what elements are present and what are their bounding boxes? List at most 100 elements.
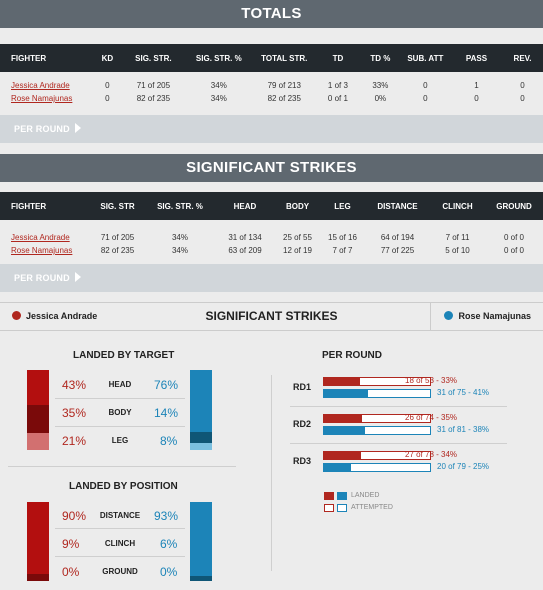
- header-td: TD: [332, 53, 344, 63]
- cell: 34%: [210, 81, 227, 90]
- divider: [55, 556, 185, 557]
- bar-segment-clinch: [190, 576, 212, 581]
- cell: 0: [105, 94, 110, 103]
- bar-segment-clinch: [27, 573, 49, 581]
- legend-box: [430, 302, 543, 331]
- table-row: Jessica Andrade 71 of 205 34% 31 of 134 …: [0, 231, 543, 244]
- cell: 82 of 235: [100, 246, 135, 255]
- header-ground: GROUND: [496, 201, 532, 211]
- divider: [55, 426, 185, 427]
- cell: 71 of 205: [100, 233, 135, 242]
- divider: [290, 406, 507, 407]
- landed-fill: [324, 427, 366, 434]
- blue-dot-icon: [444, 311, 454, 320]
- header-td-pct: TD %: [370, 53, 391, 63]
- divider: [290, 443, 507, 444]
- legend-attempted-blue: [337, 504, 347, 512]
- target-leg-label: LEG: [111, 436, 129, 445]
- round-label: RD1: [293, 382, 312, 392]
- target-leg-red-pct: 21%: [62, 434, 87, 448]
- round-blue-text: 20 of 79 - 25%: [437, 462, 490, 471]
- cell: 5 of 10: [445, 246, 470, 255]
- legend-landed-label: LANDED: [351, 492, 380, 499]
- round-red-bar: [323, 377, 431, 386]
- fighter-link[interactable]: Jessica Andrade: [11, 233, 70, 242]
- cell: 0%: [374, 94, 387, 103]
- divider: [8, 466, 236, 467]
- pos-ground-label: GROUND: [102, 567, 138, 576]
- sig-header-row: FIGHTER SIG. STR SIG. STR. % HEAD BODY L…: [0, 192, 543, 220]
- cell: 82 of 235: [267, 94, 301, 103]
- header-sig-str: SIG. STR.: [135, 53, 172, 63]
- table-row: Rose Namajunas 82 of 235 34% 63 of 209 1…: [0, 244, 543, 257]
- bar-segment-distance: [190, 502, 212, 577]
- cell: 0: [520, 94, 525, 103]
- fighter-link[interactable]: Jessica Andrade: [11, 81, 70, 90]
- cell: 0 of 0: [503, 246, 524, 255]
- legend-red-name: Jessica Andrade: [26, 311, 98, 321]
- header-pass: PASS: [465, 53, 488, 63]
- bar-segment-leg: [190, 443, 212, 450]
- round-blue-bar: [323, 389, 431, 398]
- cell: 82 of 235: [136, 94, 171, 103]
- header-sig-str-pct: SIG. STR. %: [157, 201, 203, 211]
- per-round-label: PER ROUND: [14, 273, 70, 283]
- cell: 25 of 55: [283, 233, 312, 242]
- totals-per-round-toggle[interactable]: PER ROUND: [0, 115, 543, 143]
- header-sig-str: SIG. STR: [100, 201, 135, 211]
- legend-red-fighter: Jessica Andrade: [12, 311, 97, 321]
- significant-strikes-table: FIGHTER SIG. STR SIG. STR. % HEAD BODY L…: [0, 192, 543, 264]
- cell: 0: [423, 94, 428, 103]
- header-kd: KD: [101, 53, 114, 63]
- cell: 34%: [210, 94, 227, 103]
- header-leg: LEG: [334, 201, 351, 211]
- pos-ground-blue-pct: 0%: [160, 565, 178, 579]
- header-sub-att: SUB. ATT: [407, 53, 444, 63]
- bar-segment-leg: [27, 433, 49, 450]
- fighter-link[interactable]: Rose Namajunas: [11, 246, 73, 255]
- target-head-blue-pct: 76%: [154, 378, 179, 392]
- round-red-text: 26 of 74 - 35%: [405, 413, 458, 422]
- per-round-title: PER ROUND: [322, 350, 383, 361]
- header-sig-str-pct: SIG. STR. %: [195, 53, 242, 63]
- target-head-red-pct: 43%: [62, 378, 87, 392]
- pos-clinch-blue-pct: 6%: [160, 537, 178, 551]
- legend-attempted-label: ATTEMPTED: [351, 504, 393, 511]
- legend-blue-fighter: Rose Namajunas: [444, 311, 531, 321]
- fighter-link[interactable]: Rose Namajunas: [11, 94, 73, 103]
- cell: 33%: [372, 81, 389, 90]
- cell: 64 of 194: [380, 233, 415, 242]
- round-blue-text: 31 of 81 - 38%: [437, 425, 490, 434]
- divider: [55, 398, 185, 399]
- round-label: RD2: [293, 419, 312, 429]
- cell: 7 of 11: [445, 233, 470, 242]
- totals-title: TOTALS: [0, 0, 543, 28]
- divider: [55, 528, 185, 529]
- header-fighter: FIGHTER: [11, 201, 47, 211]
- bar-segment-body: [190, 432, 212, 444]
- legend-blue-name: Rose Namajunas: [458, 311, 531, 321]
- cell: 79 of 213: [267, 81, 301, 90]
- sig-per-round-toggle[interactable]: PER ROUND: [0, 264, 543, 292]
- target-body-blue-pct: 14%: [154, 406, 179, 420]
- pos-distance-red-pct: 90%: [62, 509, 87, 523]
- round-red-bar: [323, 451, 431, 460]
- header-clinch: CLINCH: [442, 201, 473, 211]
- round-red-text: 27 of 78 - 34%: [405, 450, 458, 459]
- target-body-label: BODY: [108, 408, 132, 417]
- totals-table: FIGHTER KD SIG. STR. SIG. STR. % TOTAL S…: [0, 44, 543, 115]
- cell: 71 of 205: [136, 81, 171, 90]
- target-head-label: HEAD: [108, 380, 132, 389]
- caret-right-icon: [74, 272, 81, 282]
- target-leg-blue-pct: 8%: [160, 434, 178, 448]
- cell: 77 of 225: [380, 246, 415, 255]
- cell: 63 of 209: [228, 246, 262, 255]
- header-body: BODY: [285, 201, 310, 211]
- caret-right-icon: [74, 123, 81, 133]
- header-fighter: FIGHTER: [11, 53, 47, 63]
- cell: 31 of 134: [228, 233, 262, 242]
- landed-fill: [324, 378, 360, 385]
- cell: 0: [520, 81, 525, 90]
- table-row: Jessica Andrade 0 71 of 205 34% 79 of 21…: [0, 79, 543, 92]
- bar-segment-head: [190, 370, 212, 433]
